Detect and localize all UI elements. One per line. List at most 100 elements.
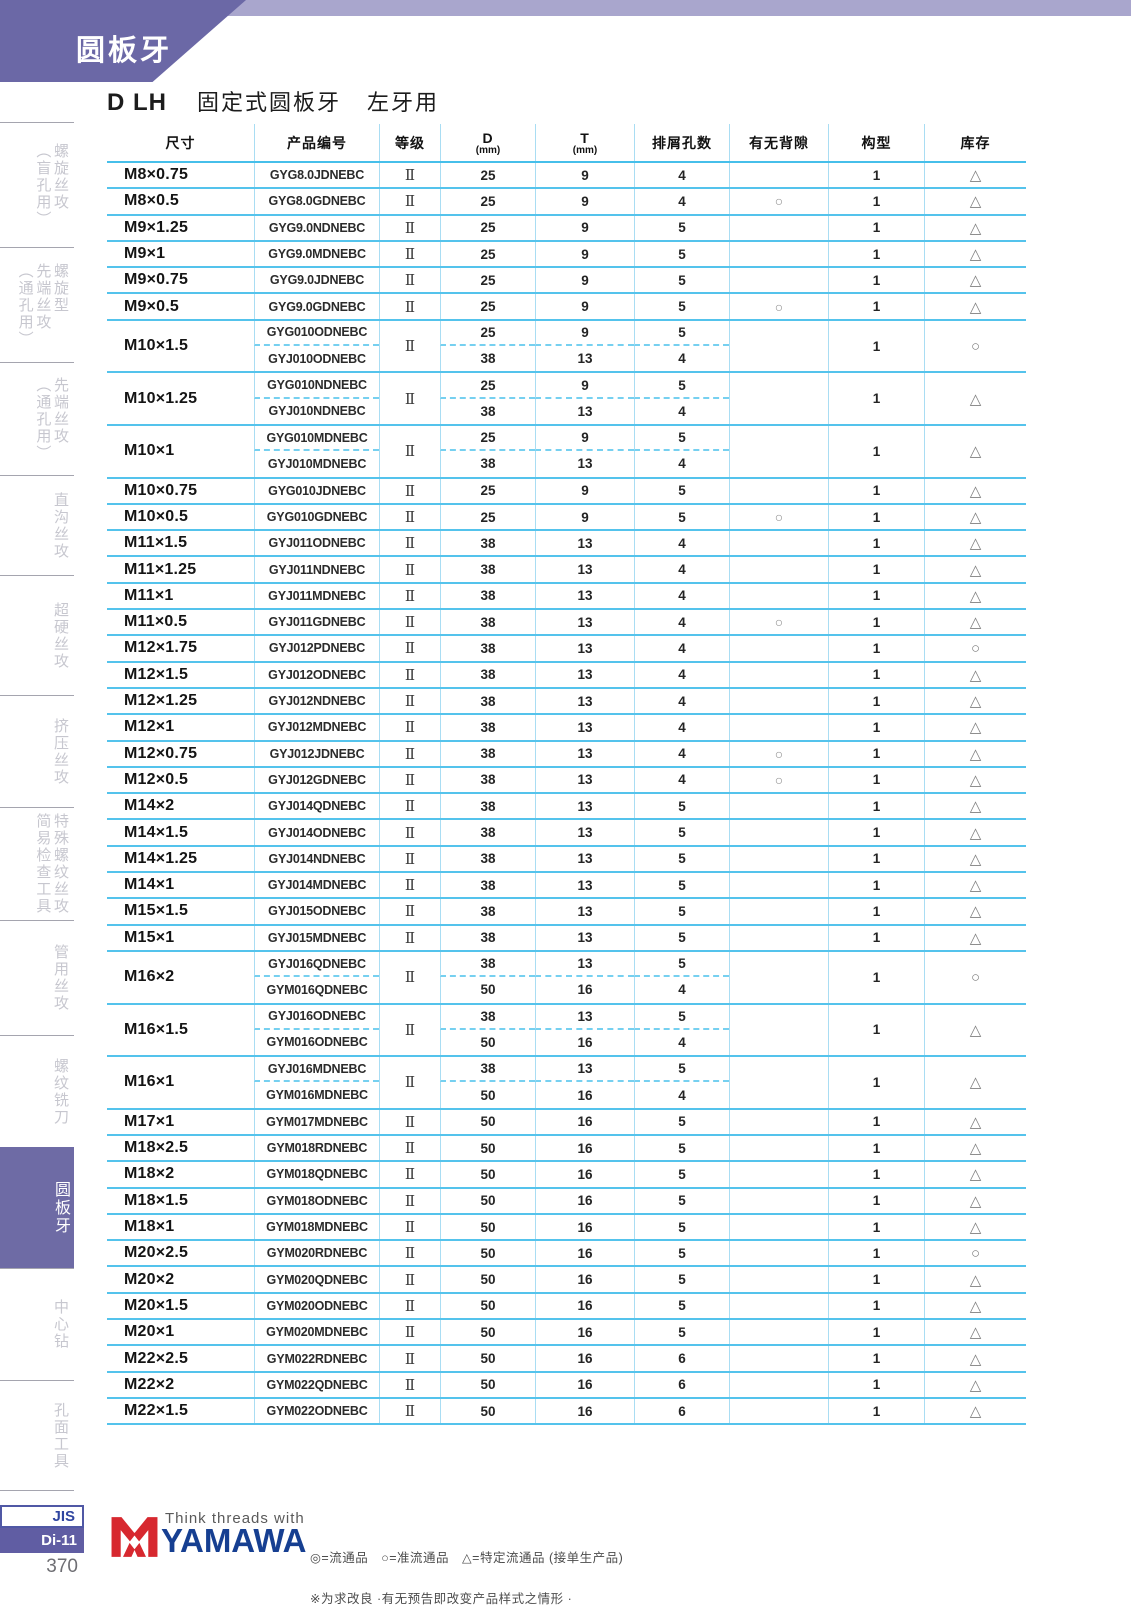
config-cell: 1: [828, 1293, 924, 1319]
t-mm-cell: 16: [535, 1346, 634, 1371]
size-cell: M11×1.25: [124, 560, 197, 578]
sidebar-item[interactable]: 特殊螺纹丝攻 简易检查工具: [0, 807, 74, 920]
table-row: M9×1.25 GYG9.0NDNEBC Ⅱ 25 9 5 1 △: [107, 215, 1026, 242]
holes-cell: 5: [634, 1057, 729, 1083]
d-mm-cell: 50: [440, 1267, 535, 1292]
table-row: M9×0.75 GYG9.0JDNEBC Ⅱ 25 9 5 1 △: [107, 268, 1026, 295]
holes-cell: 5: [634, 241, 729, 267]
back-clearance-cell: [729, 1135, 828, 1161]
stock-cell: △: [924, 662, 1026, 687]
t-mm-cell: 9: [535, 320, 634, 347]
holes-cell: 5: [634, 373, 729, 399]
table-row: M9×1 GYG9.0MDNEBC Ⅱ 25 9 5 1 △: [107, 241, 1026, 269]
size-cell: M10×1: [124, 442, 175, 460]
grade-cell: Ⅱ: [379, 767, 440, 793]
table-row: M18×2.5 GYM018RDNEBC Ⅱ 50 16 5 1 △: [107, 1135, 1026, 1163]
sidebar-item-label: 先端丝攻 （通孔用）: [34, 376, 69, 462]
stock-cell: △: [924, 189, 1026, 214]
holes-cell: 5: [634, 1241, 729, 1266]
table-row: M11×0.5 GYJ011GDNEBC Ⅱ 38 13 4 ○ 1 △: [107, 610, 1026, 637]
config-cell: 1: [828, 373, 924, 424]
code-cell: GYJ011GDNEBC: [254, 610, 379, 635]
back-clearance-cell: [729, 1004, 828, 1056]
sidebar-item[interactable]: 直沟丝攻: [0, 475, 74, 575]
back-clearance-cell: [729, 873, 828, 898]
legend-line2: ※为求改良 ·有无预告即改变产品样式之情形 ·: [310, 1591, 573, 1606]
code-cell: GYM020MDNEBC: [254, 1320, 379, 1345]
holes-cell: 5: [634, 425, 729, 452]
sidebar-item-label: 挤压丝攻: [52, 717, 69, 786]
config-cell: 1: [828, 715, 924, 740]
code-cell: GYG9.0MDNEBC: [254, 241, 379, 267]
grade-cell: Ⅱ: [379, 741, 440, 766]
stock-cell: △: [924, 1267, 1026, 1292]
size-cell: M9×0.5: [124, 297, 180, 315]
sidebar-divider: [0, 1490, 74, 1491]
t-mm-cell: 16: [535, 1188, 634, 1213]
back-clearance-cell: ○: [729, 610, 828, 635]
sidebar-item[interactable]: 螺旋丝攻 （盲孔用）: [0, 122, 74, 247]
holes-cell: 4: [634, 715, 729, 740]
table-row: M10×0.5 GYG010GDNEBC Ⅱ 25 9 5 ○ 1 △: [107, 504, 1026, 532]
grade-cell: Ⅱ: [379, 1109, 440, 1134]
code-cell: GYG9.0NDNEBC: [254, 215, 379, 240]
t-mm-cell: 13: [535, 451, 634, 477]
sidebar-item[interactable]: 先端丝攻 （通孔用）: [0, 362, 74, 475]
config-cell: 1: [828, 899, 924, 924]
back-clearance-cell: [729, 794, 828, 819]
table-row: M10×1 GYG010MDNEBC GYJ010MDNEBC Ⅱ 25 38 9 13 5 4 1…: [107, 425, 1026, 479]
code-cell: GYM020ODNEBC: [254, 1293, 379, 1319]
config-cell: 1: [828, 163, 924, 188]
table-row: M18×2 GYM018QDNEBC Ⅱ 50 16 5 1 △: [107, 1162, 1026, 1189]
d-mm-cell: 50: [440, 1135, 535, 1161]
d-mm-cell: 38: [440, 451, 535, 477]
holes-cell: 4: [634, 398, 729, 424]
t-mm-cell: 13: [535, 610, 634, 635]
sidebar-item[interactable]: 孔面工具: [0, 1380, 74, 1490]
table-row: M12×1 GYJ012MDNEBC Ⅱ 38 13 4 1 △: [107, 715, 1026, 742]
t-mm-cell: 16: [535, 1029, 634, 1056]
size-cell: M15×1.5: [124, 902, 189, 920]
back-clearance-cell: [729, 241, 828, 267]
holes-cell: 5: [634, 320, 729, 347]
config-cell: 1: [828, 925, 924, 950]
back-clearance-cell: ○: [729, 504, 828, 530]
sidebar-item-label: 螺旋型 先端丝攻 （通孔用）: [16, 262, 69, 348]
t-mm-cell: 9: [535, 163, 634, 188]
col-header-grade: 等级: [379, 124, 440, 161]
back-clearance-cell: [729, 715, 828, 740]
code-cell: GYM018ODNEBC: [254, 1188, 379, 1213]
code-cell: GYG010GDNEBC: [254, 504, 379, 530]
grade-cell: Ⅱ: [379, 1398, 440, 1424]
stock-cell: △: [924, 504, 1026, 530]
stock-cell: △: [924, 268, 1026, 293]
holes-cell: 5: [634, 1267, 729, 1292]
sidebar-item[interactable]: 管用丝攻: [0, 920, 74, 1035]
sidebar-item[interactable]: 螺旋型 先端丝攻 （通孔用）: [0, 247, 74, 362]
code-cell: GYM017MDNEBC: [254, 1109, 379, 1134]
d-mm-cell: 50: [440, 1372, 535, 1397]
config-cell: 1: [828, 1346, 924, 1371]
table-row: M17×1 GYM017MDNEBC Ⅱ 50 16 5 1 △: [107, 1109, 1026, 1136]
sidebar-item-active[interactable]: 圆板牙: [0, 1147, 74, 1268]
col-header-t: T (mm): [535, 124, 634, 161]
sidebar-item[interactable]: 螺纹铣刀: [0, 1035, 74, 1147]
grade-cell: Ⅱ: [379, 504, 440, 530]
col-header-size: 尺寸: [165, 134, 196, 151]
holes-cell: 4: [634, 189, 729, 214]
sidebar-item[interactable]: 中心钻: [0, 1268, 74, 1380]
config-cell: 1: [828, 688, 924, 714]
grade-cell: Ⅱ: [379, 846, 440, 872]
back-clearance-cell: [729, 320, 828, 372]
size-cell: M20×1: [124, 1323, 175, 1341]
config-cell: 1: [828, 1057, 924, 1108]
d-mm-cell: 38: [440, 820, 535, 845]
brand-tagline: Think threads with: [165, 1510, 305, 1527]
size-cell: M12×1.5: [124, 665, 189, 683]
back-clearance-cell: [729, 373, 828, 424]
sidebar-item[interactable]: 挤压丝攻: [0, 695, 74, 807]
code-cell: GYJ015MDNEBC: [254, 925, 379, 950]
sidebar-item[interactable]: 超硬丝攻: [0, 575, 74, 695]
holes-cell: 6: [634, 1346, 729, 1371]
d-mm-cell: 50: [440, 1293, 535, 1319]
